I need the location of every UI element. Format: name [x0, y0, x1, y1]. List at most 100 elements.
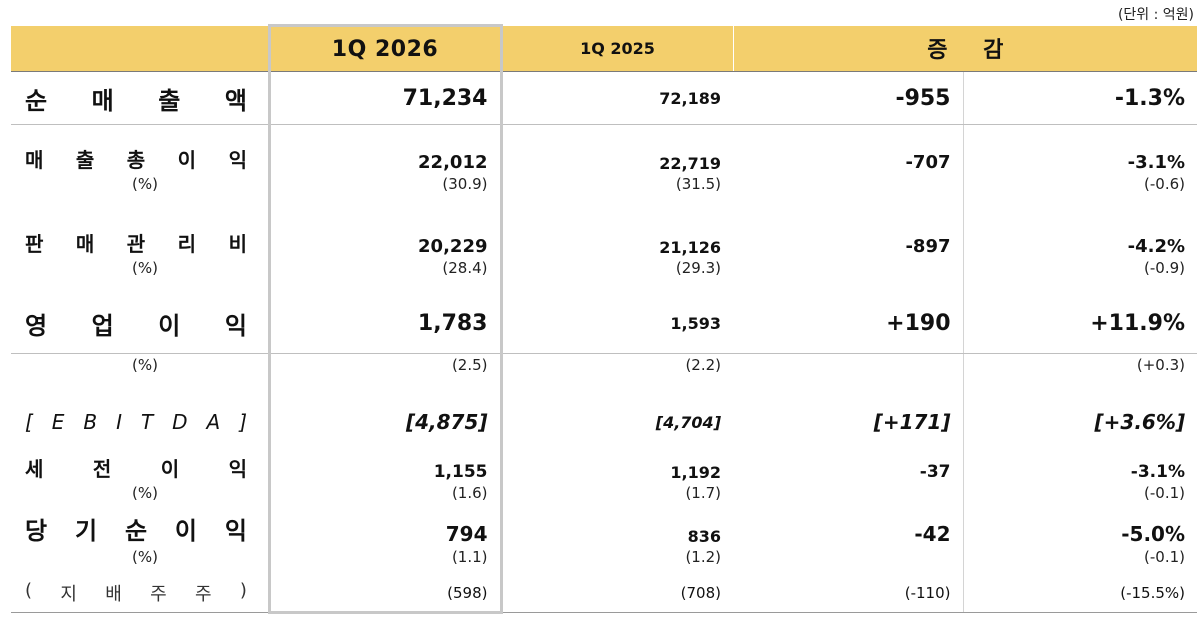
row-label-char: 매	[75, 232, 95, 256]
row-label-char: 이	[177, 148, 197, 172]
row-label-char: I	[116, 410, 122, 434]
row-label-char: E	[51, 410, 65, 434]
gross-profit-current: 22,012	[267, 124, 503, 173]
pretax-current: 1,155	[267, 448, 503, 482]
row-pretax-pct: (%) (1.6) (1.7) (-0.1)	[11, 482, 1198, 510]
controlling-rate: (-15.5%)	[962, 574, 1198, 613]
row-label-char: 주	[150, 584, 167, 605]
header-label-cell	[11, 25, 269, 72]
row-label-char: )	[239, 580, 247, 601]
row-label-char: 익	[228, 457, 247, 481]
row-label-char: 이	[158, 311, 181, 340]
row-label-char: 영	[25, 311, 48, 340]
row-operating-profit: 영 업 이 익 1,783 1,593 +190 +11.9%	[11, 285, 1198, 354]
row-sga: 판 매 관 리 비 20,229 21,126 -897 -4.2%	[11, 201, 1198, 257]
row-net-income-pct: (%) (1.1) (1.2) (-0.1)	[11, 546, 1198, 574]
header-previous-quarter: 1Q 2025	[500, 25, 733, 72]
controlling-previous: (708)	[501, 574, 733, 613]
gross-profit-change: -707	[905, 152, 951, 173]
revenue-previous: 72,189	[501, 71, 733, 125]
header-row: 1Q 2026 1Q 2025 증 감	[11, 24, 1198, 72]
sga-previous: 21,126	[659, 238, 721, 257]
gross-profit-rate: -3.1%	[962, 124, 1198, 173]
row-label: [ E B I T D A]	[25, 410, 247, 434]
controlling-change: (-110)	[733, 574, 963, 613]
row-label-char: ]	[239, 410, 247, 434]
header-current-quarter: 1Q 2026	[267, 24, 503, 72]
revenue-current: 71,234	[267, 71, 503, 125]
header-change: 증 감	[732, 25, 1198, 72]
unit-label: (단위 : 억원)	[1117, 7, 1194, 23]
row-label-char: 기	[74, 517, 98, 545]
row-label-char: 순	[124, 517, 148, 545]
revenue-change: -955	[733, 71, 963, 125]
row-label-char: 관	[126, 232, 146, 256]
sga-rate: -4.2%	[962, 201, 1198, 257]
net-income-current: 794	[267, 510, 503, 546]
ebitda-change: [+171]	[873, 410, 951, 434]
operating-profit-rate: +11.9%	[962, 285, 1198, 354]
pretax-rate: -3.1%	[962, 448, 1198, 482]
row-label-char: 리	[177, 232, 197, 256]
row-label-char: 주	[195, 584, 212, 605]
row-label-char: 업	[91, 311, 114, 340]
row-label-char: 총	[126, 148, 146, 172]
row-label-char: B	[83, 410, 98, 434]
row-label-char: [	[25, 410, 33, 434]
ebitda-rate: [+3.6%]	[962, 382, 1198, 448]
row-label-char: A	[206, 410, 221, 434]
sga-change: -897	[905, 236, 951, 257]
row-label-char: 출	[75, 148, 95, 172]
row-gross-profit-pct: (%) (30.9) (31.5) (-0.6)	[11, 173, 1198, 201]
row-label-char: 출	[158, 86, 181, 115]
revenue-rate: -1.3%	[962, 71, 1198, 125]
row-label-char: 이	[174, 517, 197, 545]
operating-profit-change: +190	[733, 285, 963, 354]
operating-profit-previous: 1,593	[501, 285, 733, 354]
row-label-char: 판	[25, 232, 44, 256]
gross-profit-previous: 22,719	[659, 154, 721, 173]
row-ebitda: [ E B I T D A] [4,875] [4,704] [+171] [+3.6%]	[11, 382, 1198, 448]
row-label-char: 익	[224, 311, 247, 340]
row-label-char: 순	[25, 86, 48, 115]
row-label-char: 당	[25, 517, 48, 545]
row-pretax: 세 전 이 익 1,155 1,192 -37 -3.1%	[11, 448, 1198, 482]
row-label-char: D	[172, 410, 188, 434]
row-label-char: 비	[228, 232, 247, 256]
row-label-char: 전	[92, 457, 112, 481]
net-income-previous: 836	[687, 527, 721, 546]
row-label-char: 익	[224, 517, 247, 545]
row-label-char: T	[140, 410, 154, 434]
row-operating-profit-pct: (%) (2.5) (2.2) (+0.3)	[11, 353, 1198, 382]
row-controlling-shareholders: ( 지 배 주 주) (598) (708) (-110) (-15.5%)	[11, 574, 1198, 614]
row-label-char: 지	[60, 584, 77, 605]
pretax-change: -37	[919, 462, 951, 482]
row-label-char: (	[25, 580, 33, 601]
row-label: ( 지 배 주 주)	[25, 580, 247, 606]
row-revenue: 순 매 출 액 71,234 72,189 -955 -1.3%	[11, 71, 1198, 125]
row-label-char: 액	[224, 86, 247, 115]
row-label-char: 이	[160, 457, 180, 481]
row-label-char: 배	[105, 584, 122, 605]
row-label-char: 세	[25, 457, 44, 481]
net-income-rate: -5.0%	[962, 510, 1198, 546]
ebitda-previous: [4,704]	[655, 412, 721, 432]
row-label-char: 매	[91, 86, 114, 115]
controlling-current: (598)	[267, 574, 503, 614]
ebitda-current: [4,875]	[267, 382, 503, 448]
pretax-previous: 1,192	[670, 463, 721, 482]
row-label-char: 매	[25, 148, 44, 172]
row-label-char: 익	[228, 148, 247, 172]
net-income-change: -42	[914, 522, 951, 546]
sga-current: 20,229	[267, 201, 503, 257]
row-gross-profit: 매 출 총 이 익 22,012 22,719 -707 -3.1%	[11, 124, 1198, 173]
operating-profit-current: 1,783	[267, 285, 503, 354]
